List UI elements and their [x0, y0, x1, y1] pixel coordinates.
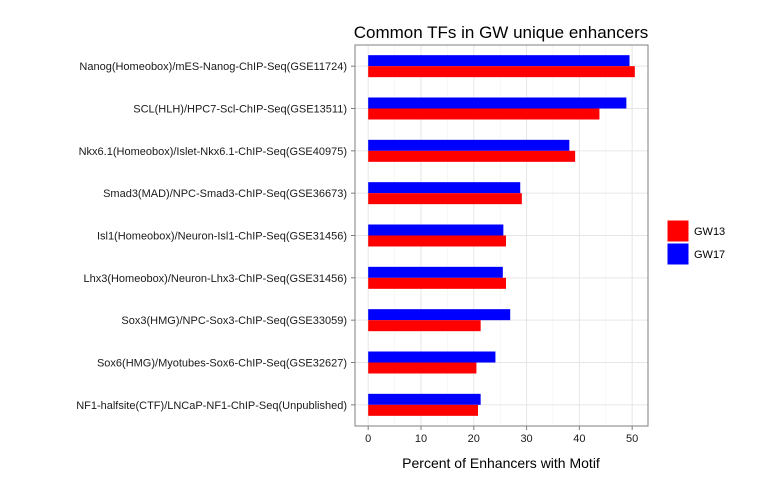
bar-gw17 [368, 55, 630, 67]
bar-gw13 [368, 66, 635, 78]
panel-border [354, 44, 649, 427]
bar-gw13 [368, 320, 481, 332]
x-tick-label: 20 [468, 433, 480, 445]
legend-key-gw13 [666, 219, 690, 243]
bar-gw13 [368, 404, 479, 416]
category-label: Smad3(MAD)/NPC-Smad3-ChIP-Seq(GSE36673) [103, 188, 347, 200]
x-tick-label: 30 [520, 433, 532, 445]
legend-label-gw13: GW13 [694, 226, 725, 238]
category-label: Nanog(Homeobox)/mES-Nanog-ChIP-Seq(GSE11… [79, 61, 347, 73]
bar-gw13 [368, 362, 477, 374]
bar-gw13 [368, 108, 600, 120]
bar-gw17 [368, 309, 511, 321]
x-tick-label: 40 [573, 433, 585, 445]
bars-group [368, 55, 635, 416]
bar-gw17 [368, 97, 627, 109]
bar-gw17 [368, 266, 503, 278]
bar-gw13 [368, 277, 506, 289]
bar-gw17 [368, 182, 521, 194]
category-label: Nkx6.1(Homeobox)/Islet-Nkx6.1-ChIP-Seq(G… [79, 146, 347, 158]
chart-title: Common TFs in GW unique enhancers [354, 23, 648, 42]
bar-gw13 [368, 193, 522, 205]
bar-gw13 [368, 235, 506, 247]
legend-key-gw17 [666, 242, 690, 266]
x-axis-title: Percent of Enhancers with Motif [402, 455, 600, 471]
x-tick-label: 10 [415, 433, 427, 445]
category-label: Lhx3(Homeobox)/Neuron-Lhx3-ChIP-Seq(GSE3… [83, 273, 347, 285]
legend-label-gw17: GW17 [694, 249, 725, 261]
category-label: SCL(HLH)/HPC7-Scl-ChIP-Seq(GSE13511) [133, 104, 347, 116]
category-label: Sox6(HMG)/Myotubes-Sox6-ChIP-Seq(GSE3262… [97, 358, 347, 370]
y-axis: Nanog(Homeobox)/mES-Nanog-ChIP-Seq(GSE11… [76, 61, 355, 412]
legend: GW13 GW17 [666, 219, 725, 266]
x-tick-label: 0 [365, 433, 371, 445]
category-label: Isl1(Homeobox)/Neuron-Isl1-ChIP-Seq(GSE3… [97, 231, 347, 243]
x-tick-label: 50 [626, 433, 638, 445]
category-label: NF1-halfsite(CTF)/LNCaP-NF1-ChIP-Seq(Unp… [76, 400, 347, 412]
bar-gw17 [368, 351, 496, 363]
bar-gw17 [368, 393, 481, 405]
x-axis: 0 10 20 30 40 50 [365, 426, 638, 445]
bar-gw17 [368, 224, 504, 236]
category-label: Sox3(HMG)/NPC-Sox3-ChIP-Seq(GSE33059) [121, 315, 347, 327]
bar-gw17 [368, 139, 570, 151]
bar-gw13 [368, 150, 576, 162]
